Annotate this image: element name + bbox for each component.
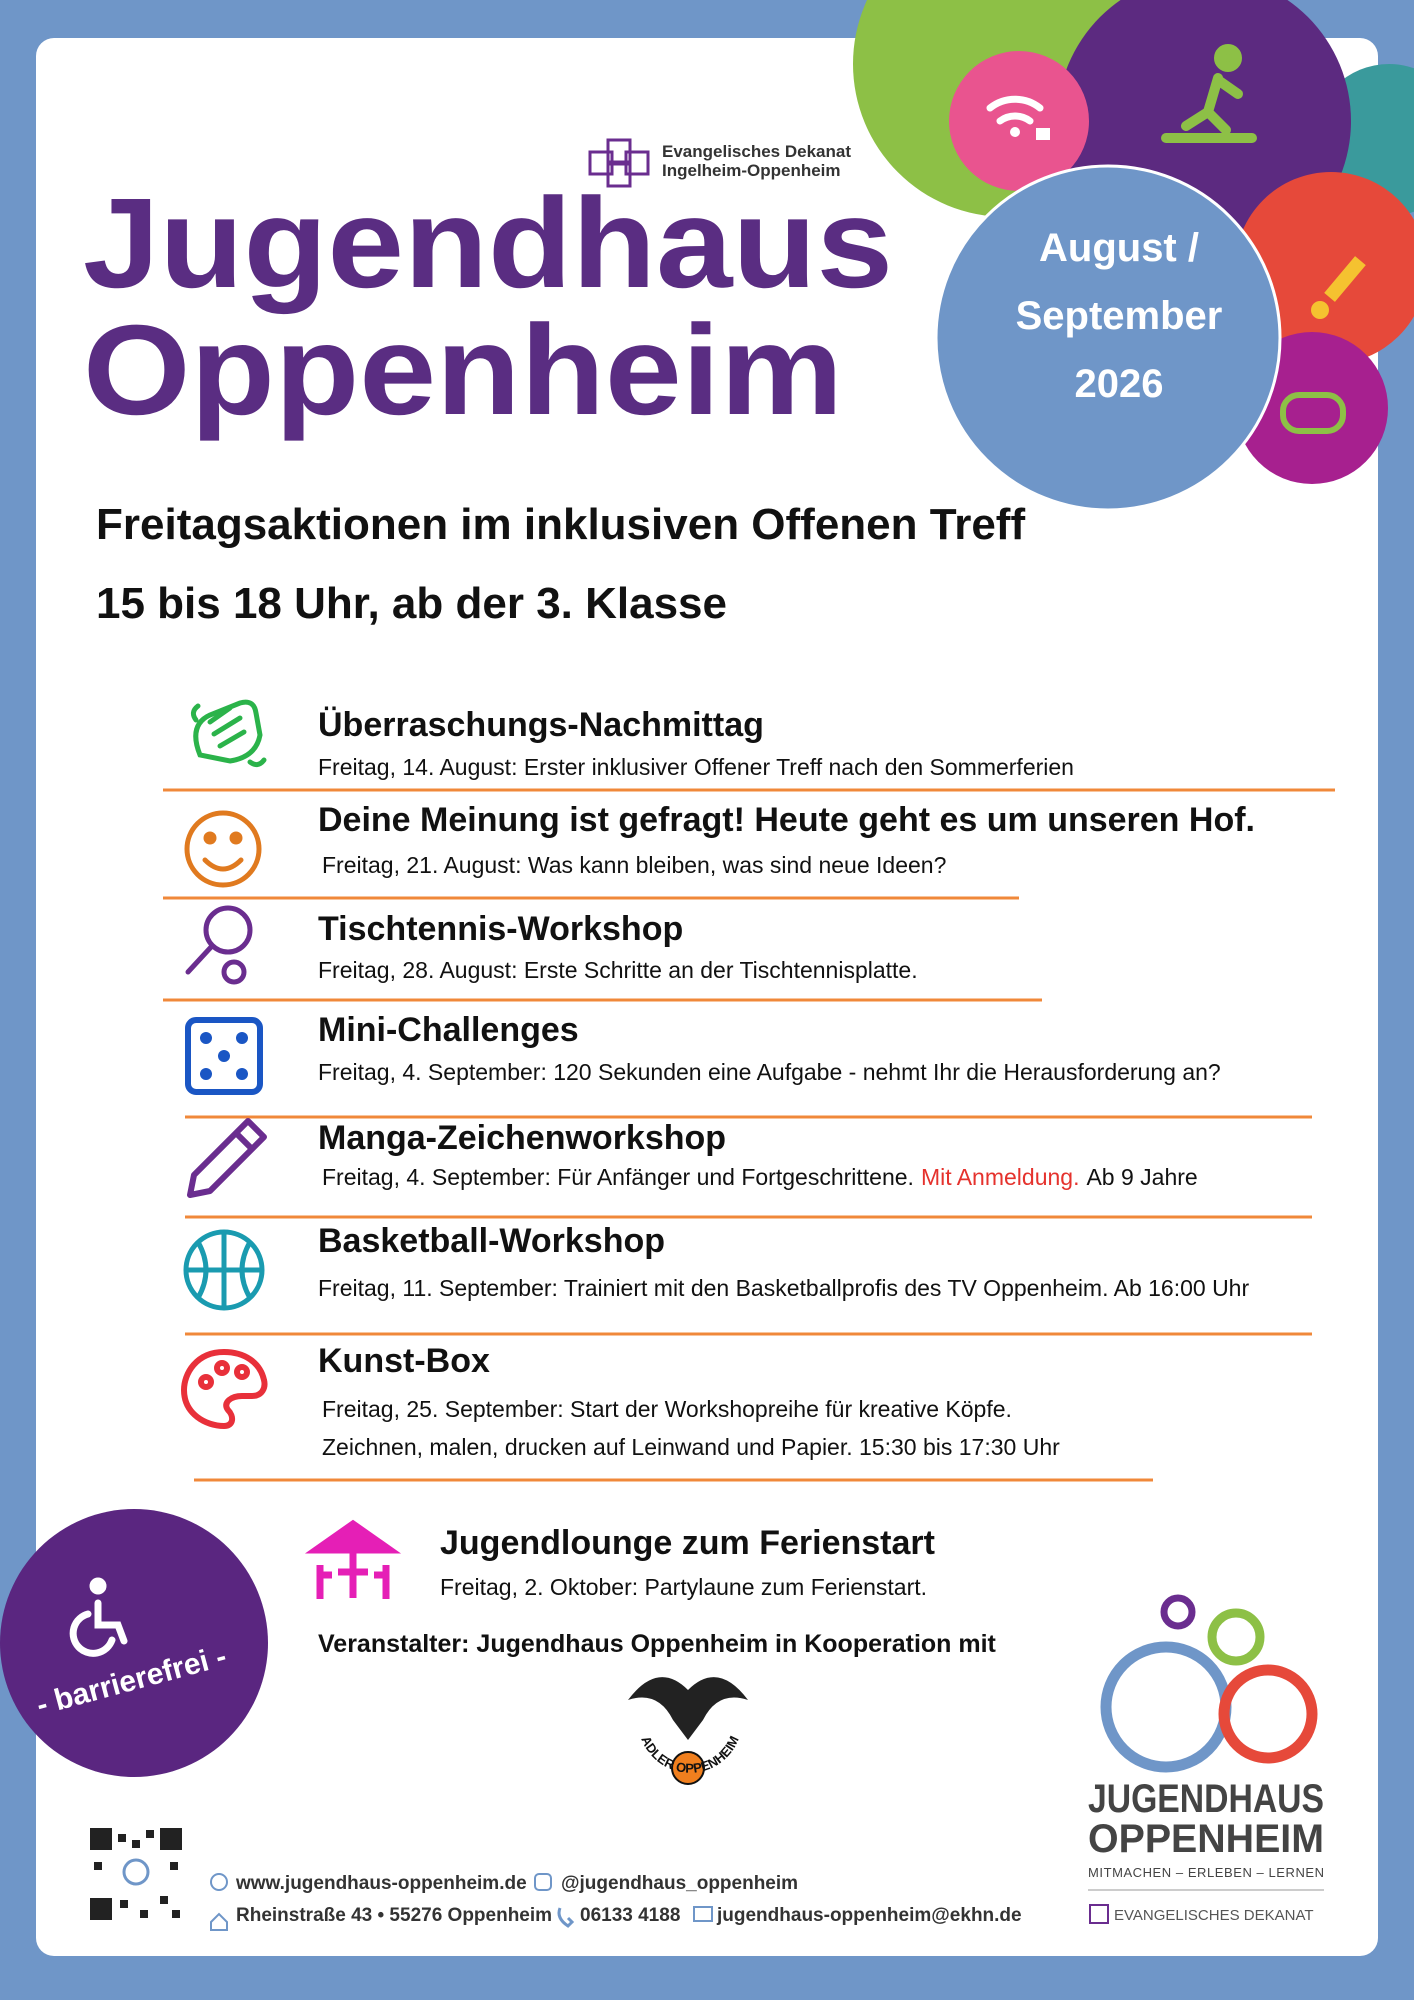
period: August / bbox=[1039, 226, 1199, 270]
basketball-icon bbox=[183, 1229, 265, 1311]
main-title: Oppenheim bbox=[83, 299, 843, 442]
contact-website: www.jugendhaus-oppenheim.de bbox=[235, 1873, 527, 1894]
intro: 15 bis 18 Uhr, ab der 3. Klasse bbox=[96, 579, 727, 628]
event-description: Freitag, 4. September: Für Anfänger und … bbox=[322, 1164, 1198, 1190]
organizer: Veranstalter: Jugendhaus Oppenheim in Ko… bbox=[318, 1630, 997, 1658]
event-title: Manga-Zeichenworkshop bbox=[318, 1119, 726, 1157]
lounge-title: Jugendlounge zum Ferienstart bbox=[440, 1524, 935, 1562]
lock bbox=[1036, 128, 1050, 140]
mail-icon bbox=[693, 1906, 713, 1922]
racket-icon bbox=[185, 905, 253, 985]
main-title: Jugendhaus bbox=[83, 172, 893, 315]
event-description: Freitag, 4. September: 120 Sekunden eine… bbox=[318, 1059, 1221, 1085]
jh-logo bbox=[1100, 1594, 1318, 1773]
lounge-icon bbox=[304, 1519, 402, 1599]
period: 2026 bbox=[1075, 362, 1164, 406]
event-description: Freitag, 21. August: Was kann bleiben, w… bbox=[322, 852, 946, 878]
wifi-dot bbox=[1010, 127, 1020, 137]
logo-line: OPPENHEIM bbox=[1088, 1817, 1324, 1861]
badge bbox=[0, 1509, 268, 1777]
palette-icon bbox=[180, 1348, 268, 1430]
smiley-icon bbox=[184, 810, 262, 888]
event-title: Basketball-Workshop bbox=[318, 1222, 665, 1260]
skater-icon bbox=[1161, 44, 1257, 143]
logo-tagline: MITMACHEN – ERLEBEN – LERNEN bbox=[1088, 1865, 1324, 1880]
wheelchair-icon bbox=[69, 1577, 128, 1657]
decor-circles bbox=[853, 0, 1414, 512]
description-highlight: Mit Anmeldung. bbox=[921, 1164, 1080, 1190]
web-icon bbox=[210, 1873, 228, 1891]
sheet bbox=[36, 38, 1378, 1956]
event-description: Zeichnen, malen, drucken auf Leinwand un… bbox=[322, 1434, 1060, 1460]
phone-icon bbox=[557, 1907, 575, 1928]
circle bbox=[934, 164, 1282, 512]
instagram-icon bbox=[534, 1873, 552, 1891]
dekanat-logo bbox=[588, 138, 650, 188]
event-description: Freitag, 14. August: Erster inklusiver O… bbox=[318, 754, 1074, 780]
period: September bbox=[1016, 294, 1223, 338]
pencil-icon bbox=[187, 1118, 267, 1198]
description-text: Ab 9 Jahre bbox=[1086, 1164, 1197, 1190]
eagle-logo bbox=[628, 1677, 748, 1785]
wifi-icon bbox=[986, 95, 1044, 125]
logo-org: EVANGELISCHES DEKANAT bbox=[1114, 1907, 1314, 1924]
gamepad-icon bbox=[1280, 392, 1346, 434]
dice-icon bbox=[185, 1017, 263, 1095]
dekanat-mark bbox=[1089, 1904, 1109, 1924]
contact-instagram: @jugendhaus_oppenheim bbox=[561, 1873, 798, 1894]
event-title: Tischtennis-Workshop bbox=[318, 910, 683, 948]
logo-line: JUGENDHAUS bbox=[1088, 1777, 1324, 1821]
event-description: Freitag, 25. September: Start der Worksh… bbox=[322, 1396, 1012, 1422]
event-title: Überraschungs-Nachmittag bbox=[318, 706, 764, 744]
description-text: Freitag, 4. September: Für Anfänger und … bbox=[322, 1164, 914, 1190]
lounge-description: Freitag, 2. Oktober: Partylaune zum Feri… bbox=[440, 1574, 927, 1600]
event-title: Kunst-Box bbox=[318, 1342, 490, 1380]
brush-icon bbox=[1311, 256, 1366, 319]
contact-phone: 06133 4188 bbox=[580, 1905, 680, 1926]
contact-address: Rheinstraße 43 • 55276 Oppenheim bbox=[236, 1905, 552, 1926]
event-title: Deine Meinung ist gefragt! Heute geht es… bbox=[318, 801, 1255, 839]
org-line: Ingelheim-Oppenheim bbox=[662, 161, 841, 180]
event-title: Mini-Challenges bbox=[318, 1011, 579, 1049]
intro: Freitagsaktionen im inklusiven Offenen T… bbox=[96, 500, 1025, 549]
event-description: Freitag, 11. September: Trainiert mit de… bbox=[318, 1275, 1249, 1301]
home-icon bbox=[210, 1912, 228, 1931]
qr-code bbox=[88, 1826, 184, 1922]
event-description: Freitag, 28. August: Erste Schritte an d… bbox=[318, 957, 918, 983]
hand-icon bbox=[190, 699, 267, 768]
org-line: Evangelisches Dekanat bbox=[662, 142, 851, 161]
circle bbox=[949, 51, 1089, 191]
contact-email: jugendhaus-oppenheim@ekhn.de bbox=[716, 1905, 1022, 1926]
